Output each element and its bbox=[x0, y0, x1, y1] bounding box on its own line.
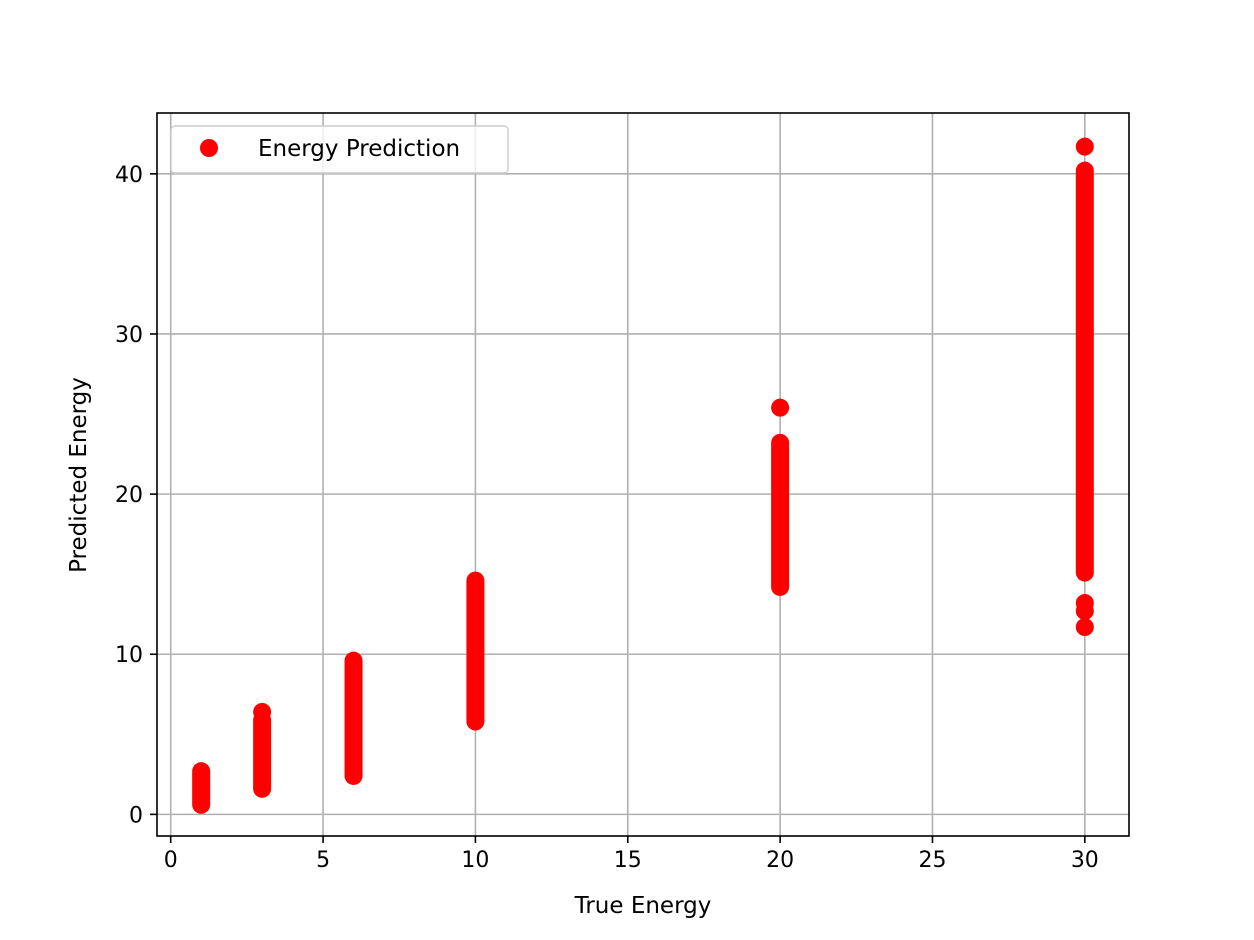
y-tick-label: 0 bbox=[129, 803, 143, 828]
x-tick-label: 5 bbox=[316, 848, 330, 873]
plot-frame bbox=[156, 112, 1130, 837]
legend-label: Energy Prediction bbox=[258, 136, 460, 162]
x-axis-label: True Energy bbox=[574, 893, 712, 919]
grid-lines bbox=[157, 113, 1129, 836]
x-tick-label: 15 bbox=[614, 848, 642, 873]
data-point bbox=[253, 702, 272, 721]
y-axis-label: Predicted Energy bbox=[66, 377, 92, 573]
x-tick-label: 25 bbox=[918, 848, 946, 873]
x-tick-label: 10 bbox=[461, 848, 489, 873]
x-tick-label: 30 bbox=[1071, 848, 1099, 873]
data-point bbox=[1075, 137, 1094, 156]
legend-box bbox=[170, 125, 509, 174]
data-point bbox=[771, 398, 790, 417]
data-point bbox=[1075, 594, 1094, 613]
y-tick-label: 40 bbox=[115, 163, 143, 188]
y-tick-label: 10 bbox=[115, 643, 143, 668]
x-axis-ticks: 0 5 10 15 20 25 30 bbox=[164, 836, 1099, 873]
y-axis-ticks: 0 10 20 30 40 bbox=[115, 163, 157, 828]
data-point bbox=[1075, 618, 1094, 637]
x-tick-label: 20 bbox=[766, 848, 794, 873]
data-points bbox=[192, 137, 1094, 814]
x-tick-label: 0 bbox=[164, 848, 178, 873]
legend-marker bbox=[200, 139, 218, 157]
y-tick-label: 30 bbox=[115, 323, 143, 348]
plot-area bbox=[157, 113, 1129, 836]
y-tick-label: 20 bbox=[115, 483, 143, 508]
legend: Energy Prediction bbox=[170, 125, 509, 174]
